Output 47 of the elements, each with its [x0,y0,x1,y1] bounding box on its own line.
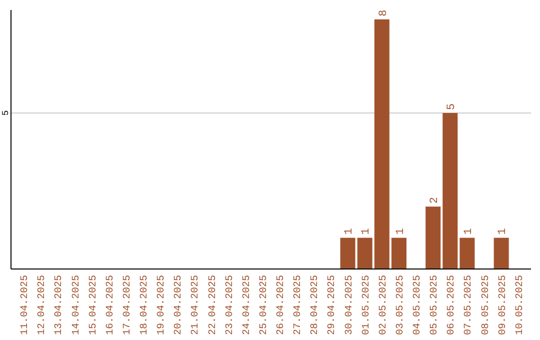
x-tick-label: 30.04.2025 [344,275,356,336]
x-tick-label: 07.05.2025 [464,275,475,336]
bar [374,19,390,269]
bar [442,112,458,269]
x-tick-label: 06.05.2025 [446,275,458,336]
data-label: 1 [394,228,407,235]
x-tick-label: 11.04.2025 [20,275,32,336]
x-tick-label: 12.04.2025 [37,275,48,336]
x-tick-label: 17.04.2025 [122,275,134,336]
bar [494,238,509,269]
data-label: 1 [360,228,373,235]
bar [357,238,372,269]
data-label: 5 [446,103,458,110]
x-tick-label: 08.05.2025 [480,275,492,336]
x-tick-label: 01.05.2025 [361,275,372,336]
x-tick-label: 26.04.2025 [276,275,288,336]
x-tick-label: 14.04.2025 [71,275,82,336]
x-tick-label: 03.05.2025 [395,275,406,336]
bar [340,238,356,269]
bar [391,238,406,269]
x-tick-label: 18.04.2025 [140,275,151,336]
x-tick-label: 02.05.2025 [378,275,390,336]
x-tick-label: 19.04.2025 [156,275,168,336]
x-tick-label: 16.04.2025 [105,275,116,336]
x-tick-label: 25.04.2025 [258,275,270,336]
data-label: 1 [463,228,476,235]
x-tick-label: 24.04.2025 [242,275,253,336]
x-tick-label: 29.04.2025 [327,275,338,336]
bar [460,238,475,269]
data-label: 2 [428,196,441,204]
x-tick-label: 23.04.2025 [224,275,236,336]
x-tick-label: 22.04.2025 [208,275,219,336]
data-label: 1 [497,228,510,235]
bar [426,206,441,269]
ref-line-label: 5 [1,110,12,116]
data-label: 1 [344,228,356,235]
x-tick-label: 13.04.2025 [54,275,66,336]
data-label: 8 [378,10,390,16]
x-tick-label: 15.04.2025 [88,275,100,336]
x-tick-label: 05.05.2025 [430,275,441,336]
x-tick-label: 09.05.2025 [498,275,509,336]
x-tick-label: 27.04.2025 [293,275,304,336]
x-tick-label: 10.05.2025 [514,275,526,336]
x-tick-label: 20.04.2025 [174,275,185,336]
x-tick-label: 28.04.2025 [310,275,322,336]
x-tick-label: 21.04.2025 [190,275,202,336]
x-tick-label: 04.05.2025 [412,275,424,336]
